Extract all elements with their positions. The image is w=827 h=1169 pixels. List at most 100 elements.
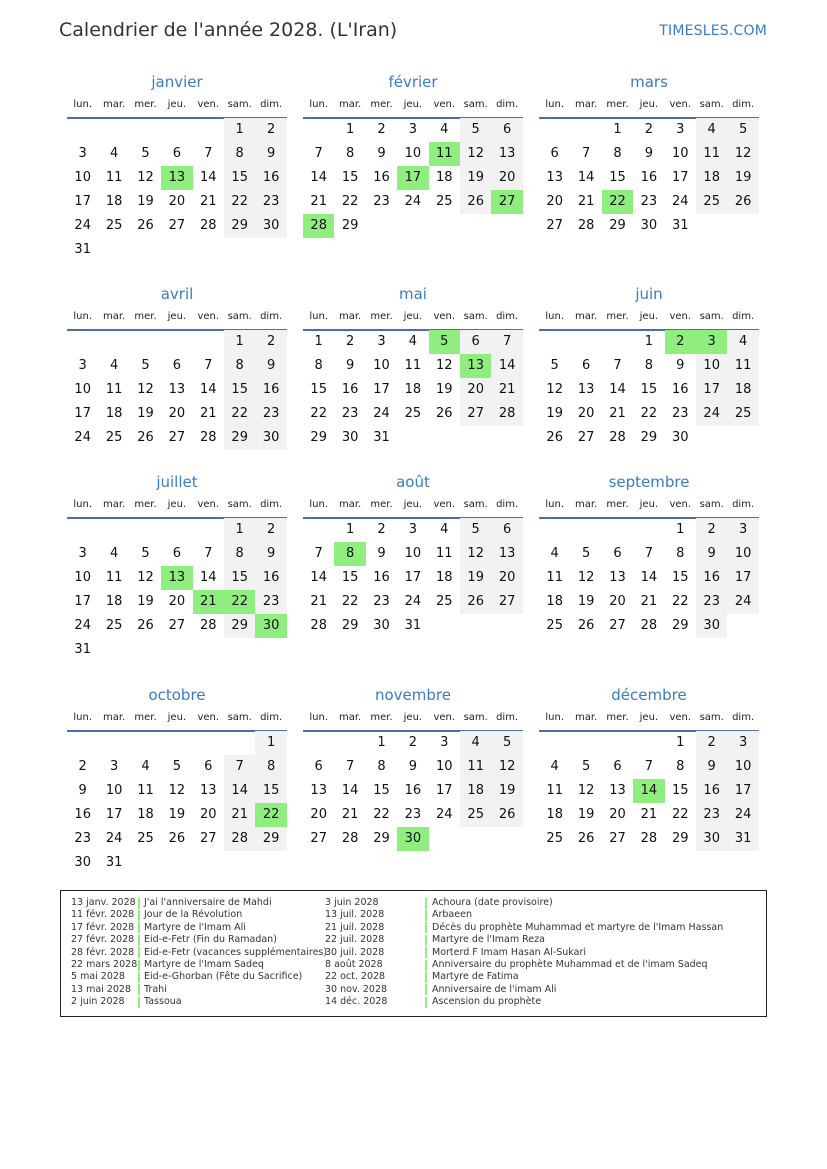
day-cell[interactable]: 25 — [105, 618, 123, 633]
day-cell[interactable]: 20 — [609, 807, 626, 822]
day-cell[interactable]: 11 — [546, 570, 563, 585]
day-cell[interactable]: 6 — [550, 146, 559, 161]
day-cell[interactable]: 19 — [137, 594, 154, 609]
day-cell[interactable]: 25 — [696, 190, 728, 214]
day-cell[interactable]: 8 — [377, 759, 386, 774]
holiday-day[interactable]: 17 — [397, 166, 429, 190]
day-cell[interactable]: 3 — [78, 546, 87, 561]
day-cell[interactable]: 20 — [168, 194, 186, 209]
day-cell[interactable]: 9 — [696, 542, 728, 566]
day-cell[interactable]: 28 — [491, 402, 523, 426]
day-cell[interactable]: 29 — [609, 218, 626, 233]
day-cell[interactable]: 1 — [676, 735, 685, 750]
day-cell[interactable]: 25 — [105, 218, 123, 233]
day-cell[interactable]: 27 — [168, 218, 186, 233]
day-cell[interactable]: 21 — [577, 194, 595, 209]
day-cell[interactable]: 13 — [310, 783, 327, 798]
day-cell[interactable]: 16 — [373, 170, 390, 185]
day-cell[interactable]: 18 — [105, 594, 123, 609]
day-cell[interactable]: 1 — [345, 122, 355, 137]
day-cell[interactable]: 14 — [577, 170, 595, 185]
day-cell[interactable]: 11 — [404, 358, 422, 373]
day-cell[interactable]: 1 — [676, 522, 685, 537]
day-cell[interactable]: 23 — [640, 194, 658, 209]
day-cell[interactable]: 10 — [373, 358, 390, 373]
day-cell[interactable]: 20 — [491, 566, 523, 590]
day-cell[interactable]: 9 — [676, 358, 685, 373]
day-cell[interactable]: 8 — [676, 546, 685, 561]
day-cell[interactable]: 12 — [137, 170, 154, 185]
day-cell[interactable]: 14 — [200, 570, 217, 585]
day-cell[interactable]: 29 — [255, 827, 287, 851]
day-cell[interactable]: 11 — [460, 755, 492, 779]
day-cell[interactable]: 12 — [460, 142, 492, 166]
day-cell[interactable]: 7 — [204, 358, 213, 373]
day-cell[interactable]: 17 — [373, 382, 390, 397]
day-cell[interactable]: 11 — [727, 354, 759, 378]
day-cell[interactable]: 9 — [255, 142, 287, 166]
day-cell[interactable]: 1 — [224, 330, 256, 354]
day-cell[interactable]: 14 — [491, 354, 523, 378]
day-cell[interactable]: 5 — [141, 358, 150, 373]
day-cell[interactable]: 10 — [74, 170, 91, 185]
day-cell[interactable]: 21 — [609, 406, 626, 421]
day-cell[interactable]: 2 — [377, 122, 386, 137]
day-cell[interactable]: 17 — [727, 566, 759, 590]
day-cell[interactable]: 1 — [644, 334, 654, 349]
day-cell[interactable]: 5 — [581, 546, 591, 561]
day-cell[interactable]: 2 — [255, 118, 287, 142]
day-cell[interactable]: 29 — [224, 426, 256, 450]
day-cell[interactable]: 20 — [310, 807, 327, 822]
day-cell[interactable]: 21 — [491, 378, 523, 402]
day-cell[interactable]: 14 — [609, 382, 626, 397]
day-cell[interactable]: 6 — [172, 358, 182, 373]
day-cell[interactable]: 20 — [491, 166, 523, 190]
day-cell[interactable]: 27 — [491, 590, 523, 614]
day-cell[interactable]: 6 — [314, 759, 323, 774]
day-cell[interactable]: 24 — [105, 831, 123, 846]
day-cell[interactable]: 21 — [640, 807, 658, 822]
day-cell[interactable]: 29 — [640, 430, 658, 445]
day-cell[interactable]: 10 — [404, 546, 422, 561]
day-cell[interactable]: 17 — [74, 194, 91, 209]
day-cell[interactable]: 11 — [546, 783, 563, 798]
day-cell[interactable]: 30 — [341, 430, 359, 445]
day-cell[interactable]: 21 — [200, 194, 217, 209]
day-cell[interactable]: 10 — [727, 755, 759, 779]
day-cell[interactable]: 15 — [672, 570, 689, 585]
day-cell[interactable]: 15 — [341, 570, 359, 585]
day-cell[interactable]: 15 — [310, 382, 327, 397]
day-cell[interactable]: 5 — [460, 118, 492, 142]
day-cell[interactable]: 1 — [255, 731, 287, 755]
day-cell[interactable]: 1 — [224, 518, 256, 542]
day-cell[interactable]: 4 — [550, 759, 559, 774]
day-cell[interactable]: 26 — [460, 590, 492, 614]
holiday-day[interactable]: 8 — [334, 542, 366, 566]
day-cell[interactable]: 25 — [727, 402, 759, 426]
day-cell[interactable]: 6 — [613, 546, 622, 561]
day-cell[interactable]: 29 — [310, 430, 327, 445]
day-cell[interactable]: 18 — [137, 807, 154, 822]
day-cell[interactable]: 14 — [200, 382, 217, 397]
day-cell[interactable]: 10 — [672, 146, 689, 161]
day-cell[interactable]: 9 — [255, 354, 287, 378]
day-cell[interactable]: 14 — [310, 570, 327, 585]
day-cell[interactable]: 24 — [373, 406, 390, 421]
day-cell[interactable]: 22 — [341, 594, 359, 609]
day-cell[interactable]: 3 — [78, 146, 87, 161]
day-cell[interactable]: 2 — [696, 518, 728, 542]
day-cell[interactable]: 19 — [491, 779, 523, 803]
day-cell[interactable]: 14 — [640, 570, 658, 585]
day-cell[interactable]: 25 — [105, 430, 123, 445]
day-cell[interactable]: 23 — [255, 402, 287, 426]
day-cell[interactable]: 15 — [255, 779, 287, 803]
day-cell[interactable]: 5 — [172, 759, 182, 774]
day-cell[interactable]: 1 — [224, 118, 256, 142]
day-cell[interactable]: 18 — [436, 170, 453, 185]
day-cell[interactable]: 11 — [137, 783, 154, 798]
day-cell[interactable]: 13 — [609, 570, 626, 585]
holiday-day[interactable]: 30 — [255, 614, 287, 638]
day-cell[interactable]: 2 — [408, 735, 418, 750]
day-cell[interactable]: 31 — [105, 855, 123, 870]
day-cell[interactable]: 12 — [546, 382, 563, 397]
